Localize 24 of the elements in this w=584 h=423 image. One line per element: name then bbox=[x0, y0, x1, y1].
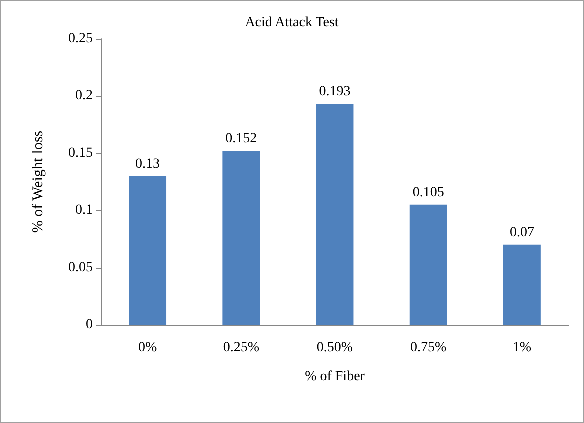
x-tick-label: 0.50% bbox=[316, 340, 354, 356]
bar bbox=[129, 176, 167, 325]
data-label: 0.193 bbox=[319, 84, 351, 100]
chart-title: Acid Attack Test bbox=[245, 16, 339, 30]
x-axis-title: % of Fiber bbox=[305, 370, 366, 384]
y-tick-label: 0.1 bbox=[76, 203, 93, 218]
bar bbox=[316, 104, 354, 325]
y-tick-label: 0.2 bbox=[76, 88, 93, 104]
bar bbox=[503, 244, 541, 325]
x-tick-label: 0.75% bbox=[410, 340, 448, 356]
bar bbox=[222, 151, 260, 325]
x-tick-label: 0% bbox=[138, 340, 158, 356]
data-label: 0.13 bbox=[136, 156, 160, 172]
data-label: 0.105 bbox=[412, 185, 444, 200]
y-axis-title: % of Weight loss bbox=[30, 130, 46, 234]
y-tick-label: 0.15 bbox=[68, 146, 93, 161]
data-label: 0.152 bbox=[226, 132, 258, 147]
y-tick-label: 0.25 bbox=[68, 32, 93, 46]
x-tick-label: 1% bbox=[512, 340, 532, 356]
data-label: 0.07 bbox=[510, 225, 534, 240]
bar bbox=[410, 204, 448, 325]
y-tick-label: 0.05 bbox=[68, 260, 93, 276]
x-tick-label: 0.25% bbox=[223, 340, 260, 356]
y-tick-label: 0 bbox=[86, 318, 93, 332]
